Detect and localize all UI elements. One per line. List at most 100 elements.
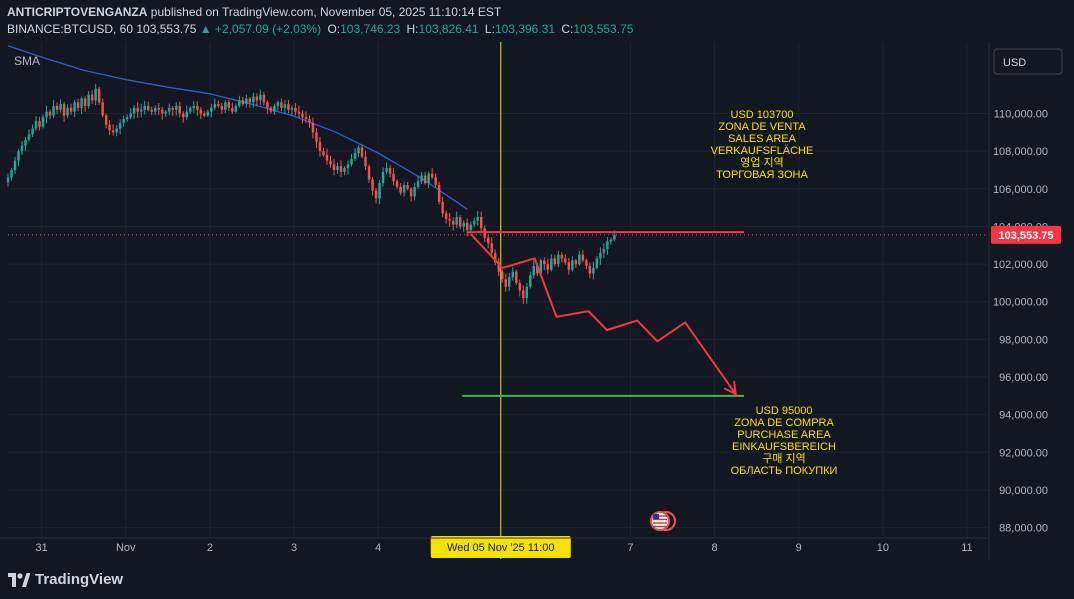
candle-up <box>532 265 536 276</box>
candle-down <box>69 107 73 112</box>
candle-up <box>571 260 574 270</box>
candle-down <box>83 98 87 106</box>
candle-up <box>381 171 385 184</box>
candle-up <box>508 277 511 287</box>
candle-up <box>27 134 31 140</box>
tradingview-logo[interactable]: TradingView <box>8 571 123 588</box>
candle-up <box>10 169 13 178</box>
last-price-tag-label: 103,553.75 <box>998 230 1053 242</box>
candle-down <box>448 218 451 221</box>
candle-up <box>259 94 262 101</box>
candle-up <box>73 102 76 112</box>
candle-up <box>59 104 62 110</box>
candle-up <box>343 168 346 172</box>
candle-down <box>581 254 585 261</box>
annotation-line: USD 95000 <box>756 405 813 417</box>
flag-canton <box>653 514 659 519</box>
annotation-line: 영업 지역 <box>740 156 784 169</box>
candle-down <box>297 111 301 114</box>
candle-up <box>213 104 217 108</box>
candle-down <box>199 109 203 114</box>
time-tick-label: 9 <box>796 542 802 554</box>
candle-down <box>395 181 399 187</box>
open-label: O: <box>327 22 341 36</box>
annotation-line: ZONA DE COMPRA <box>734 417 834 429</box>
candle-down <box>339 166 343 172</box>
candle-down <box>501 271 504 280</box>
candle-down <box>248 98 252 103</box>
change-up-icon: ▲ <box>199 22 212 36</box>
candle-up <box>455 217 458 225</box>
candle-up <box>353 153 357 159</box>
candle-up <box>20 145 24 152</box>
currency-button[interactable] <box>993 48 1063 75</box>
candle-down <box>371 179 374 191</box>
candle-up <box>385 168 388 172</box>
candle-down <box>497 262 500 272</box>
last-price: 103,553.75 <box>136 22 197 36</box>
candle-up <box>118 122 122 129</box>
candle-up <box>539 260 543 274</box>
candle-up <box>550 258 553 270</box>
candle-up <box>52 105 55 116</box>
candle-down <box>101 102 104 116</box>
candle-down <box>38 121 41 127</box>
candle-down <box>329 160 332 165</box>
candle-up <box>238 100 241 106</box>
candle-down <box>325 154 329 161</box>
candle-down <box>360 147 364 157</box>
price-tick-label: 92,000.00 <box>999 447 1048 459</box>
price-axis[interactable]: 88,000.00 90,000.00 92,000.00 94,000.00 96,0… <box>991 109 1061 535</box>
publish-info: ANTICRIPTOVENGANZA published on TradingV… <box>7 5 501 19</box>
candle-down <box>315 132 318 142</box>
candle-up <box>66 107 69 116</box>
high-value: 103,826.41 <box>418 22 479 36</box>
candle-up <box>578 254 581 265</box>
open-value: 103,746.23 <box>340 22 401 36</box>
candle-up <box>602 249 606 253</box>
candle-down <box>406 185 409 189</box>
candles[interactable] <box>6 83 616 304</box>
author-name[interactable]: ANTICRIPTOVENGANZA <box>7 5 148 19</box>
candle-up <box>234 105 238 112</box>
candle-down <box>388 168 392 174</box>
candle-down <box>374 190 378 199</box>
candle-up <box>346 164 350 169</box>
time-tick-label: 3 <box>291 542 297 554</box>
sma-path <box>7 45 468 211</box>
candle-down <box>451 220 455 225</box>
price-tick-label: 106,000.00 <box>993 184 1048 196</box>
symbol-label[interactable]: BINANCE:BTCUSD, 60 <box>7 22 134 36</box>
candle-down <box>585 260 588 266</box>
candle-up <box>283 104 287 108</box>
candle-up <box>224 102 227 110</box>
candle-up <box>252 96 255 103</box>
candle-up <box>413 186 416 197</box>
candle-down <box>280 102 283 108</box>
time-tick-label: 8 <box>712 542 718 554</box>
candle-down <box>522 290 525 298</box>
price-tick-label: 88,000.00 <box>999 523 1048 535</box>
price-change: +2,057.09 (+2.03%) <box>215 22 322 36</box>
time-tick-label: 7 <box>627 542 633 554</box>
candle-down <box>294 107 297 112</box>
candle-down <box>332 164 336 170</box>
close-label: C: <box>561 22 574 36</box>
candle-up <box>115 128 118 133</box>
indicator-label[interactable]: SMA <box>14 54 40 68</box>
candle-down <box>171 107 174 110</box>
candle-up <box>192 105 196 108</box>
candle-down <box>255 96 259 101</box>
candle-down <box>161 109 164 114</box>
candle-up <box>472 220 476 225</box>
drawings[interactable] <box>8 42 988 559</box>
candle-down <box>90 94 94 101</box>
candle-up <box>45 111 48 118</box>
time-axis[interactable]: 31 Nov 2 3 4 7 8 9 10 11 Wed 05 Nov '25 11:00 <box>36 536 973 558</box>
candle-up <box>94 89 97 101</box>
us-flag-event-icon[interactable] <box>650 511 676 531</box>
candle-down <box>543 260 546 265</box>
candle-up <box>132 107 136 114</box>
